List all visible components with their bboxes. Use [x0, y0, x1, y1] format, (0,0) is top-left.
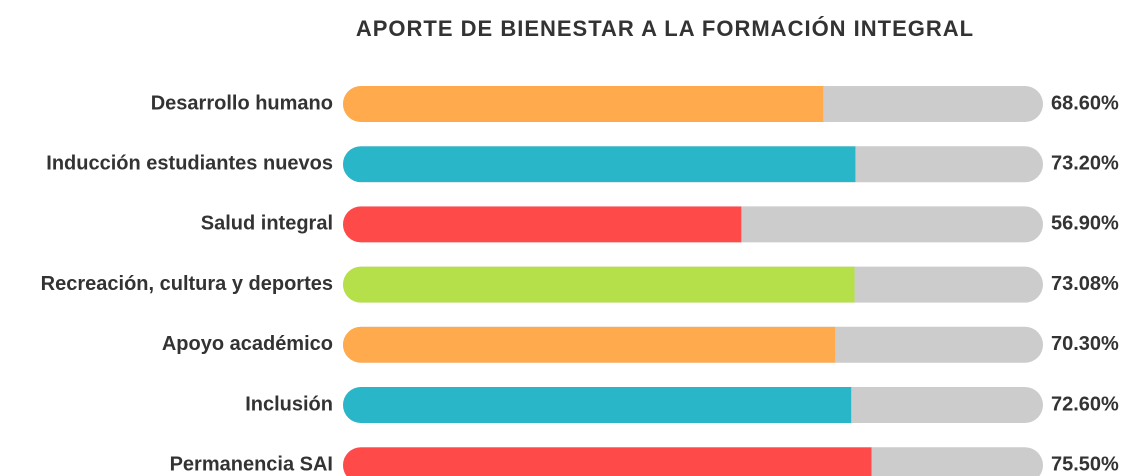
chart-title: APORTE DE BIENESTAR A LA FORMACIÓN INTEG… [356, 16, 974, 41]
category-label: Apoyo académico [162, 333, 333, 355]
bar [343, 387, 852, 423]
bar-group [343, 447, 872, 476]
category-label: Inducción estudiantes nuevos [46, 152, 333, 174]
bar [343, 326, 836, 363]
bar-group [343, 326, 836, 363]
bar-group [343, 206, 742, 243]
bar-group [343, 146, 856, 183]
bar [343, 86, 824, 122]
value-label: 68.60% [1051, 92, 1119, 114]
category-label: Recreación, cultura y deportes [41, 273, 333, 295]
category-label: Desarrollo humano [151, 92, 333, 114]
value-label: 73.08% [1051, 273, 1119, 295]
value-label: 56.90% [1051, 213, 1119, 235]
value-label: 70.30% [1051, 333, 1119, 355]
bar [343, 206, 742, 243]
bar-group [343, 86, 824, 122]
category-label: Permanencia SAI [170, 453, 333, 475]
value-label: 75.50% [1051, 453, 1119, 475]
bar [343, 266, 855, 303]
bar-group [343, 266, 855, 303]
value-label: 72.60% [1051, 393, 1119, 415]
bar [343, 146, 856, 183]
category-label: Inclusión [245, 393, 333, 415]
category-label: Salud integral [201, 213, 333, 235]
bar [343, 447, 872, 476]
value-label: 73.20% [1051, 152, 1119, 174]
bar-group [343, 387, 852, 423]
